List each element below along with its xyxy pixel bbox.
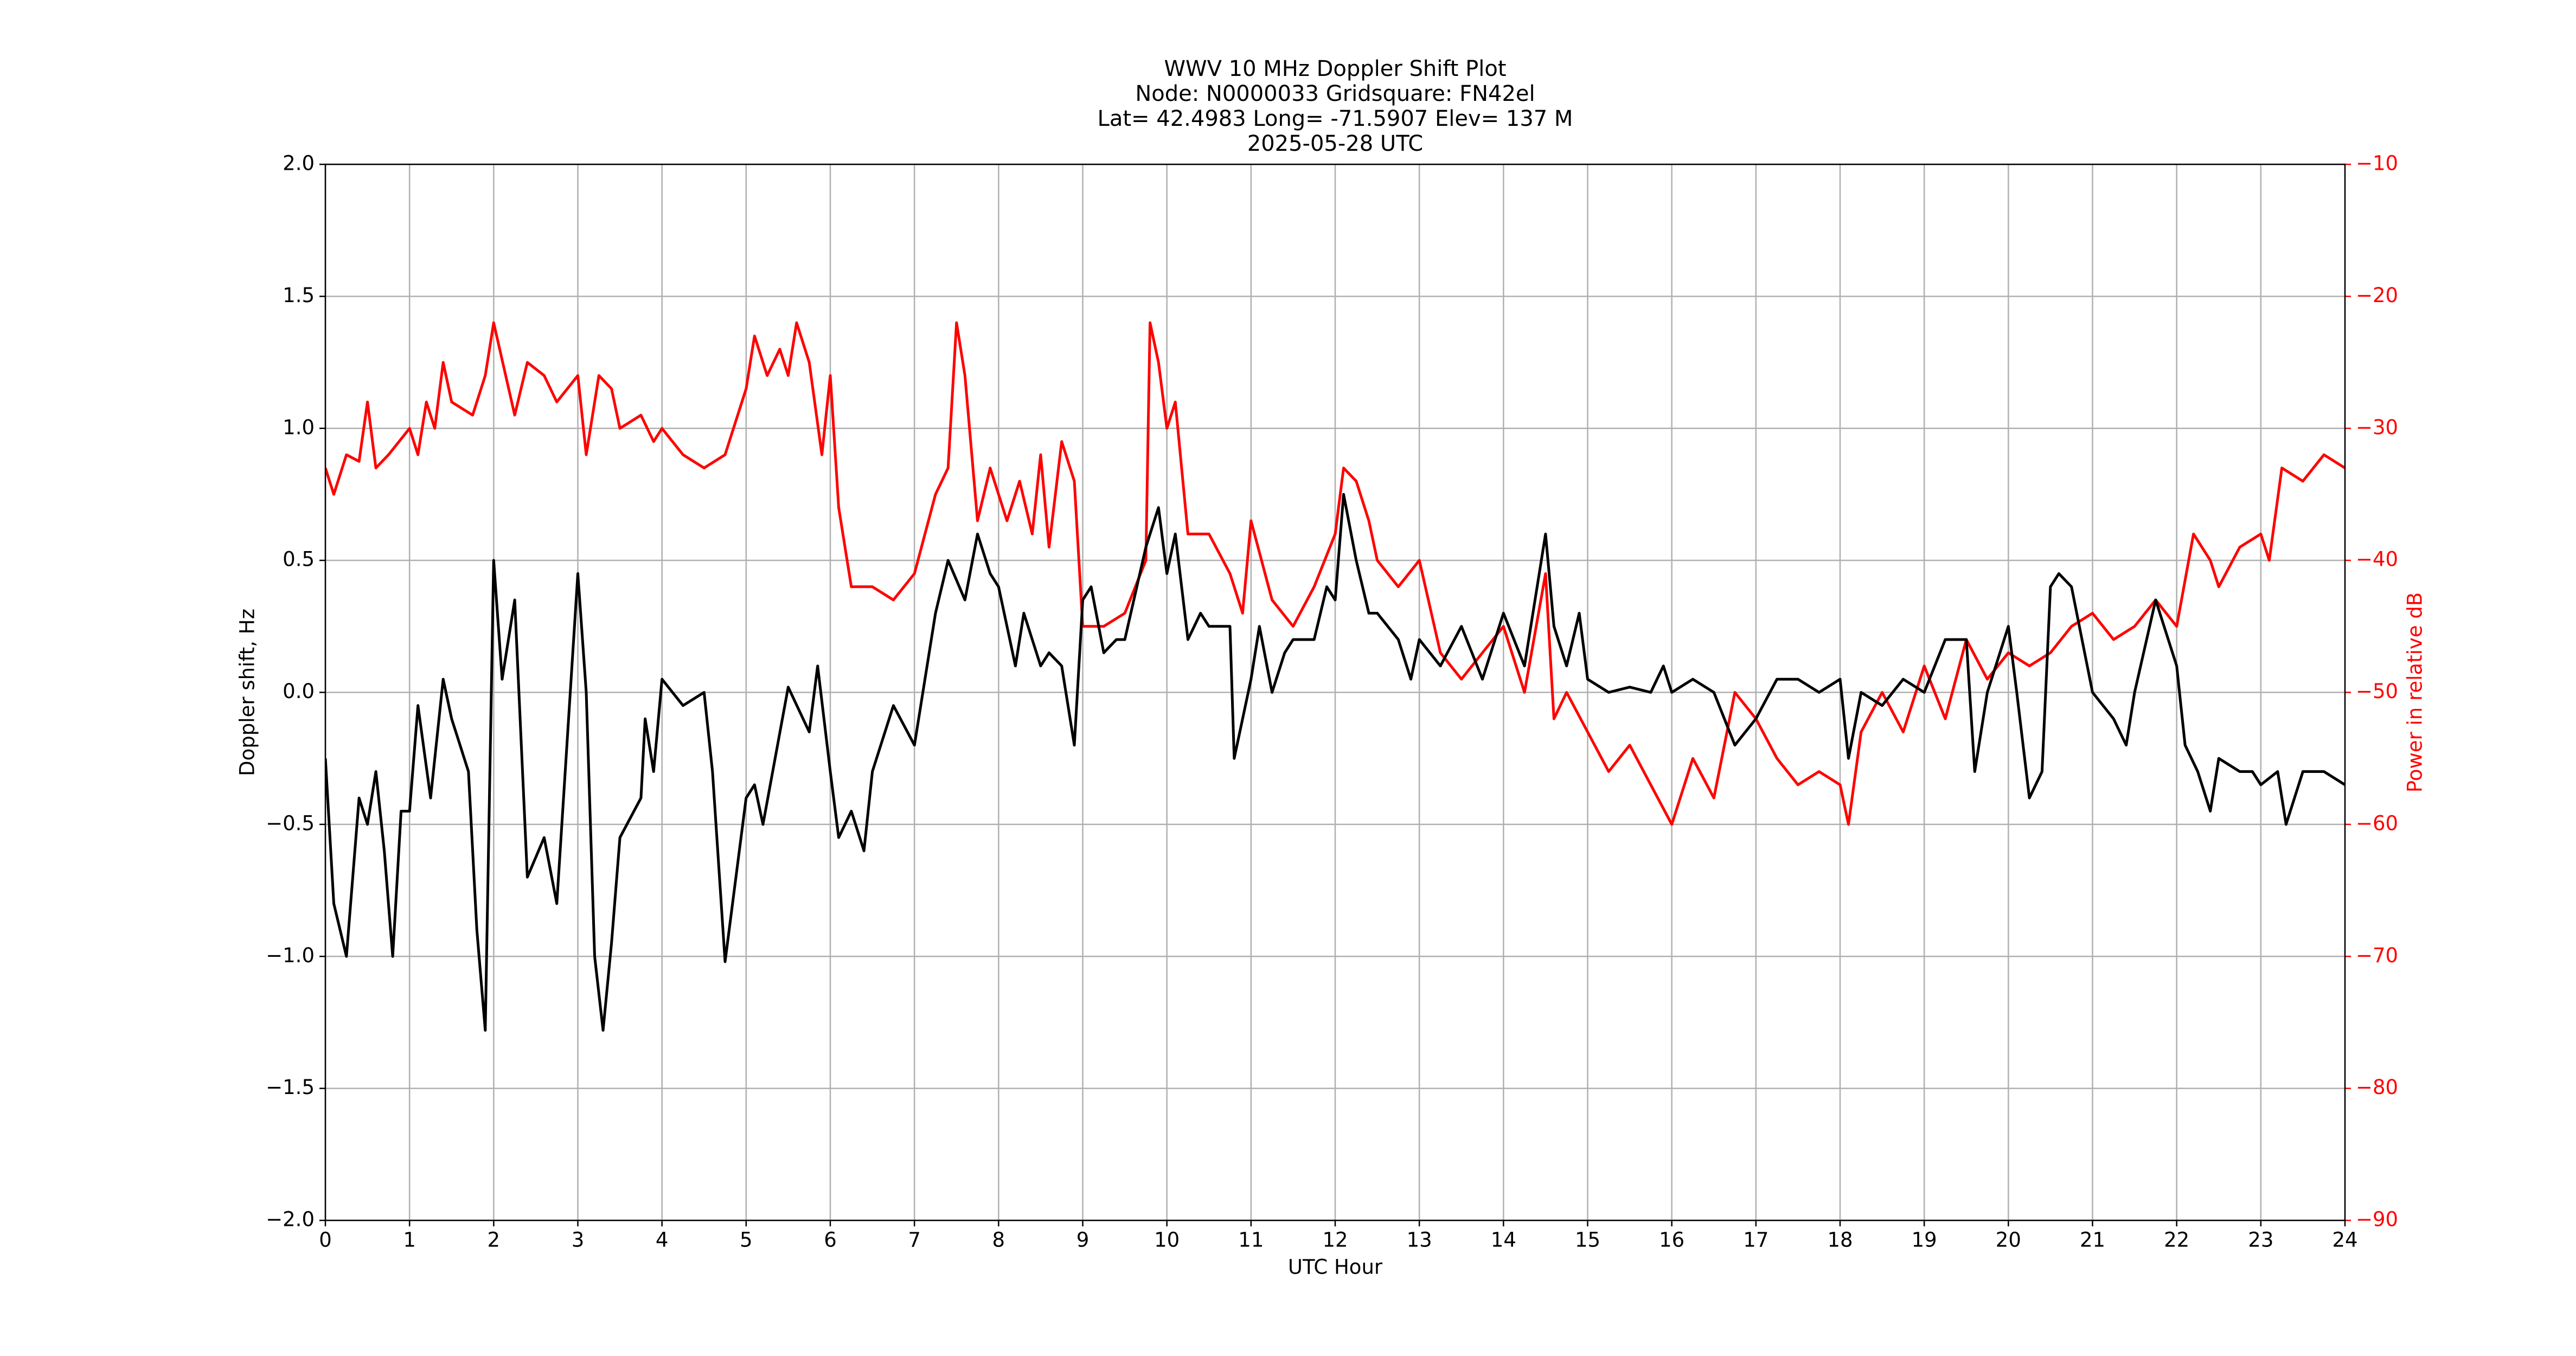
y-axis-label: Doppler shift, Hz (236, 609, 259, 776)
y-tick-label: −2.0 (266, 1208, 315, 1231)
x-tick-label: 4 (656, 1229, 669, 1252)
x-tick-label: 9 (1076, 1229, 1090, 1252)
x-tick-label: 22 (2164, 1229, 2189, 1252)
x-tick-label: 23 (2248, 1229, 2273, 1252)
x-tick-label: 15 (1575, 1229, 1600, 1252)
y2-tick-label: −30 (2356, 415, 2398, 439)
x-tick-label: 16 (1659, 1229, 1684, 1252)
data-line (325, 321, 2345, 826)
chart-title: Node: N0000033 Gridsquare: FN42el (1135, 81, 1535, 106)
y-tick-label: 1.0 (283, 415, 315, 439)
x-tick-label: 8 (992, 1229, 1005, 1252)
y-tick-label: −0.5 (266, 811, 315, 835)
y2-tick-label: −40 (2356, 548, 2398, 571)
chart-title: WWV 10 MHz Doppler Shift Plot (1164, 56, 1506, 81)
y2-tick-label: −80 (2356, 1076, 2398, 1099)
x-axis-label: UTC Hour (1288, 1256, 1383, 1279)
plot-frame (324, 163, 2346, 1221)
chart-title: 2025-05-28 UTC (1247, 131, 1423, 156)
y-tick-label: −1.0 (266, 944, 315, 967)
x-tick-label: 24 (2332, 1229, 2357, 1252)
x-tick-label: 5 (740, 1229, 753, 1252)
x-tick-label: 0 (319, 1229, 332, 1252)
x-tick-label: 21 (2080, 1229, 2105, 1252)
data-line (325, 492, 2345, 1032)
x-tick-label: 18 (1827, 1229, 1853, 1252)
x-tick-label: 17 (1743, 1229, 1768, 1252)
x-tick-label: 3 (572, 1229, 585, 1252)
y-tick-label: 2.0 (283, 152, 315, 175)
x-tick-label: 14 (1491, 1229, 1516, 1252)
y2-tick-label: −90 (2356, 1208, 2398, 1231)
x-tick-label: 20 (1996, 1229, 2021, 1252)
y2-axis-label: Power in relative dB (2404, 592, 2427, 792)
x-tick-label: 19 (1912, 1229, 1937, 1252)
y2-tick-label: −60 (2356, 811, 2398, 835)
x-tick-label: 12 (1322, 1229, 1348, 1252)
y-tick-label: −1.5 (266, 1076, 315, 1099)
y2-tick-label: −50 (2356, 680, 2398, 703)
x-tick-label: 11 (1238, 1229, 1264, 1252)
y2-tick-label: −10 (2356, 152, 2398, 175)
chart-title: Lat= 42.4983 Long= -71.5907 Elev= 137 M (1098, 106, 1573, 131)
x-tick-label: 6 (824, 1229, 837, 1252)
x-tick-label: 13 (1407, 1229, 1432, 1252)
y2-tick-label: −70 (2356, 944, 2398, 967)
x-tick-label: 7 (908, 1229, 921, 1252)
y-tick-label: 1.5 (283, 284, 315, 307)
x-tick-label: 1 (403, 1229, 416, 1252)
x-tick-label: 2 (488, 1229, 501, 1252)
y-tick-label: 0.0 (283, 680, 315, 703)
x-tick-label: 10 (1154, 1229, 1180, 1252)
y2-tick-label: −20 (2356, 284, 2398, 307)
y-tick-label: 0.5 (283, 548, 315, 571)
